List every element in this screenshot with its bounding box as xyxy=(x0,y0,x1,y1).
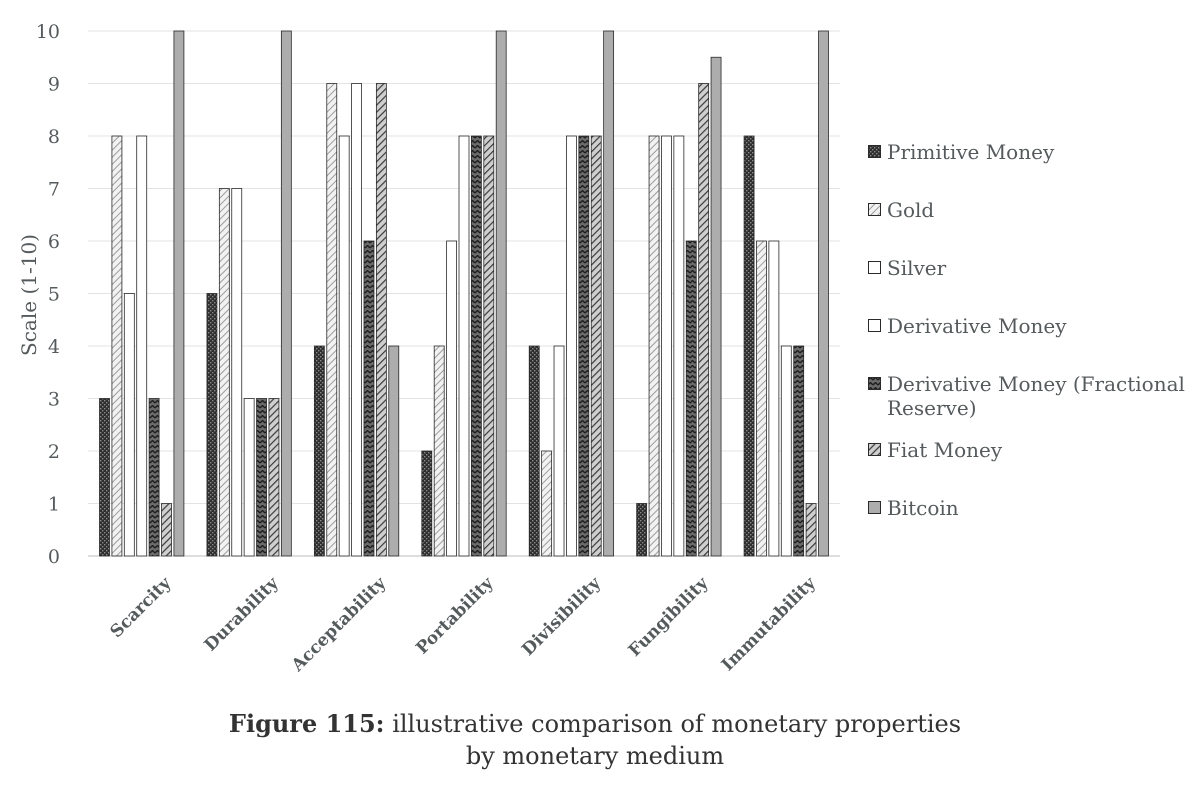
y-tick-label: 7 xyxy=(48,179,60,201)
bar-scarcity-series-3 xyxy=(136,135,148,557)
bar-acceptability-series-0 xyxy=(313,345,325,557)
y-tick-label: 2 xyxy=(48,441,60,463)
bar-scarcity-series-2 xyxy=(123,293,135,557)
y-axis-label: Scale (1-10) xyxy=(17,234,41,356)
bar-portability-series-2 xyxy=(446,240,458,557)
bar-scarcity-series-1 xyxy=(111,135,123,557)
x-tick-label: Fungibility xyxy=(625,573,713,661)
bar-fungibility-series-0 xyxy=(636,503,648,557)
legend-item: Derivative Money (Fractional Reserve) xyxy=(868,372,1198,420)
y-tick-label: 0 xyxy=(48,546,60,568)
bar-divisibility-series-3 xyxy=(566,135,577,557)
bar-immutability-series-4 xyxy=(793,345,805,557)
bar-divisibility-series-6 xyxy=(603,30,615,557)
bar-scarcity-series-6 xyxy=(173,30,185,557)
bar-portability-series-5 xyxy=(483,135,495,557)
bar-scarcity-series-0 xyxy=(99,398,110,557)
legend-item: Silver xyxy=(868,256,1198,280)
bar-immutability-series-0 xyxy=(743,135,755,557)
y-tick-label: 5 xyxy=(48,284,60,306)
legend-label: Derivative Money xyxy=(887,314,1067,338)
bar-divisibility-series-5 xyxy=(590,135,602,557)
x-tick-label: Portability xyxy=(412,573,498,659)
x-tick-label: Divisibility xyxy=(518,573,605,660)
bar-acceptability-series-4 xyxy=(363,240,375,557)
y-tick-label: 6 xyxy=(48,231,60,253)
y-tick-label: 8 xyxy=(48,126,60,148)
bar-durability-series-6 xyxy=(280,30,292,557)
legend-label: Fiat Money xyxy=(887,438,1003,462)
y-tick-label: 1 xyxy=(48,494,60,516)
caption-line2: by monetary medium xyxy=(465,742,725,770)
bar-fungibility-series-1 xyxy=(648,135,660,557)
legend-item: Derivative Money xyxy=(868,314,1198,338)
bar-durability-series-1 xyxy=(218,188,230,557)
bar-fungibility-series-5 xyxy=(698,83,710,557)
bar-fungibility-series-2 xyxy=(661,135,672,557)
legend-label: Gold xyxy=(887,198,935,222)
bar-divisibility-series-4 xyxy=(578,135,590,557)
bar-portability-series-0 xyxy=(421,450,433,557)
legend-swatch xyxy=(868,319,881,332)
legend-swatch xyxy=(868,261,881,274)
bar-portability-series-4 xyxy=(470,135,482,557)
bar-scarcity-series-4 xyxy=(148,398,160,557)
legend-swatch xyxy=(868,203,881,216)
legend-swatch xyxy=(868,501,881,514)
legend-label: Silver xyxy=(887,256,947,280)
legend-item: Bitcoin xyxy=(868,496,1198,520)
y-tick-label: 9 xyxy=(48,74,60,96)
y-tick-label: 3 xyxy=(48,389,60,411)
bar-immutability-series-5 xyxy=(805,503,817,557)
bar-durability-series-5 xyxy=(268,398,280,557)
bar-fungibility-series-3 xyxy=(673,135,685,557)
bar-fungibility-series-4 xyxy=(685,240,697,557)
chart: 0 1 2 3 4 5 6 7 8 9 10 Scarcity Durability Acceptabil… xyxy=(17,21,840,677)
bar-portability-series-6 xyxy=(495,30,507,557)
legend-swatch xyxy=(868,145,881,158)
bar-immutability-series-1 xyxy=(756,240,767,557)
bar-immutability-series-3 xyxy=(780,345,792,557)
caption-text: illustrative comparison of monetary prop… xyxy=(392,710,962,738)
bar-durability-series-3 xyxy=(243,398,255,557)
legend-swatch xyxy=(868,443,881,456)
bar-portability-series-3 xyxy=(458,135,470,557)
legend-item: Gold xyxy=(868,198,1198,222)
legend-item: Primitive Money xyxy=(868,140,1198,164)
y-tick-label: 10 xyxy=(36,21,60,43)
bar-divisibility-series-0 xyxy=(528,345,540,557)
y-tick-label: 4 xyxy=(48,336,60,358)
legend-label: Derivative Money (Fractional Reserve) xyxy=(887,372,1185,420)
bar-fungibility-series-6 xyxy=(710,56,722,557)
bar-scarcity-series-5 xyxy=(161,503,172,557)
x-tick-label: Immutability xyxy=(718,573,821,676)
bar-divisibility-series-2 xyxy=(553,345,565,557)
bar-durability-series-4 xyxy=(256,398,267,557)
legend-item: Fiat Money xyxy=(868,438,1198,462)
figure-caption: Figure 115: illustrative comparison of m… xyxy=(0,708,1190,772)
caption-label: Figure 115: xyxy=(228,709,385,738)
legend-label: Bitcoin xyxy=(887,496,959,520)
bar-divisibility-series-1 xyxy=(541,450,553,557)
x-tick-label: Scarcity xyxy=(107,573,176,642)
legend-swatch xyxy=(868,377,881,390)
x-tick-label: Acceptability xyxy=(287,573,391,677)
bar-acceptability-series-2 xyxy=(338,135,350,557)
bar-acceptability-series-1 xyxy=(326,83,338,557)
bar-durability-series-2 xyxy=(231,188,243,557)
bar-durability-series-0 xyxy=(206,293,218,557)
x-tick-label: Durability xyxy=(201,573,284,656)
bar-acceptability-series-3 xyxy=(351,83,362,557)
bar-portability-series-1 xyxy=(433,345,445,557)
bar-immutability-series-2 xyxy=(768,240,780,557)
bar-acceptability-series-6 xyxy=(388,345,400,557)
bar-acceptability-series-5 xyxy=(375,83,387,557)
bar-immutability-series-6 xyxy=(818,30,829,557)
legend-label: Primitive Money xyxy=(887,140,1055,164)
